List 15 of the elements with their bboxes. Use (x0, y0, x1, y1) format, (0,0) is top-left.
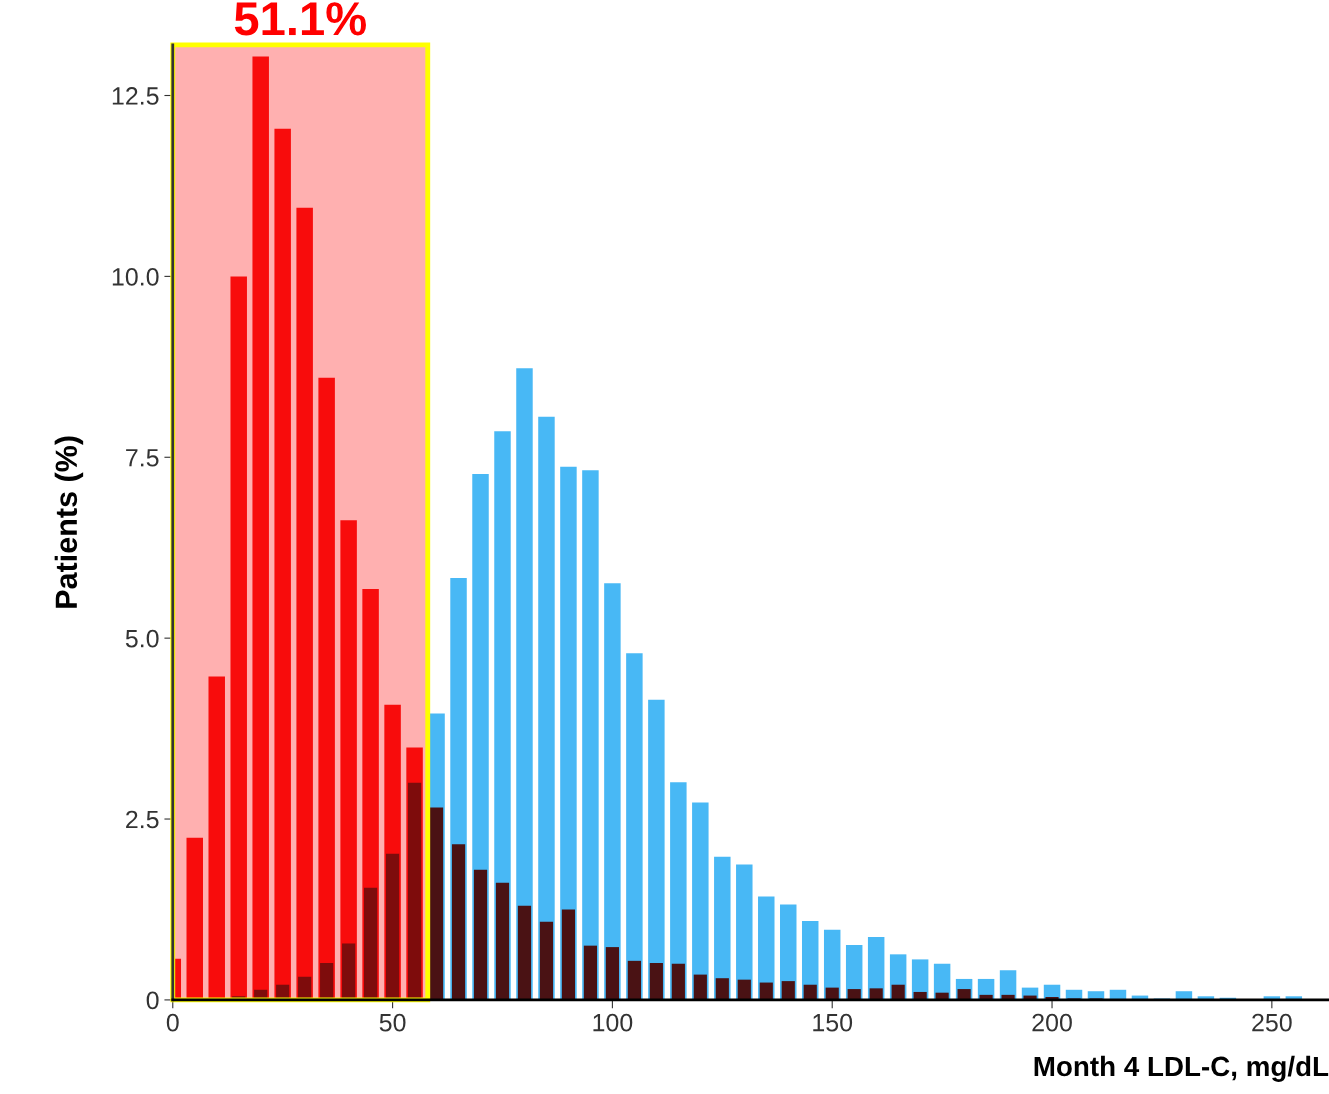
x-tick-label: 200 (1032, 1013, 1072, 1032)
x-tick-label: 250 (1252, 1013, 1292, 1032)
y-tick-label: 10.0 (112, 267, 159, 286)
y-tick-label: 5.0 (125, 629, 159, 648)
y-tick-label: 7.5 (126, 449, 159, 467)
y-tick-label: 12.5 (112, 87, 159, 105)
x-axis-title: Month 4 LDL-C, mg/dL (1034, 1055, 1329, 1082)
x-tick-label: 50 (379, 1013, 406, 1032)
x-tick-label: 150 (813, 1013, 853, 1032)
y-axis-title: Patients (%) (54, 436, 84, 608)
x-tick-label: 0 (166, 1013, 179, 1032)
band-label: 51.1% (234, 2, 366, 36)
y-tick-label: 0 (146, 991, 159, 1010)
x-tick-label: 100 (593, 1013, 633, 1032)
y-tick-label: 2.5 (126, 810, 159, 829)
